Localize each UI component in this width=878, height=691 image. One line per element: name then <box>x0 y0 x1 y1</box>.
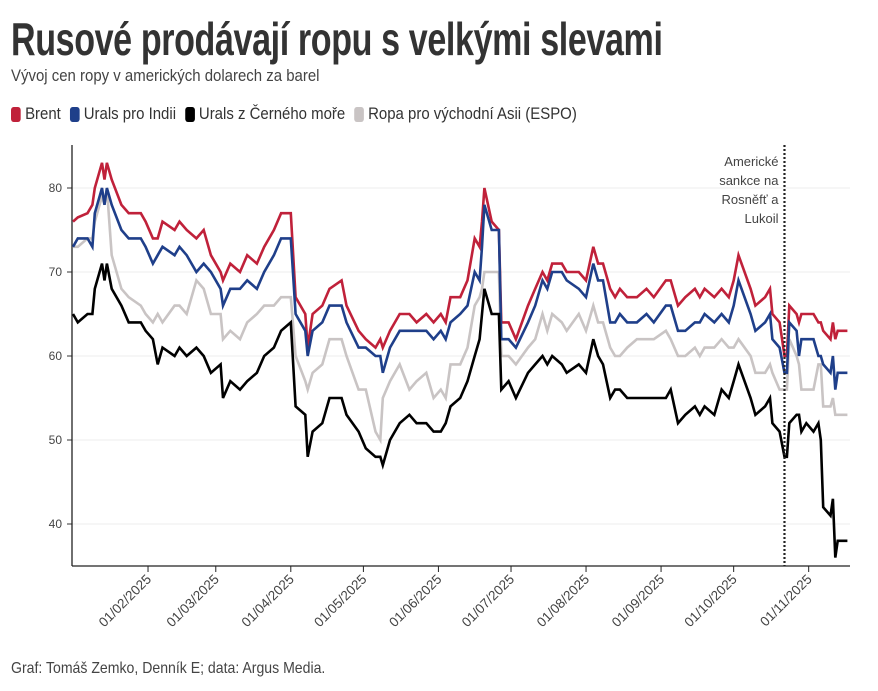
x-tick-label: 01/11/2025 <box>757 572 815 630</box>
y-tick-label: 70 <box>49 265 63 279</box>
legend-label: Ropa pro východní Asii (ESPO) <box>368 104 577 123</box>
y-tick-label: 40 <box>49 517 63 531</box>
series-line-urals-black-sea <box>71 263 848 558</box>
chart-subtitle: Vývoj cen ropy v amerických dolarech za … <box>11 66 320 85</box>
x-tick-label: 01/08/2025 <box>534 572 592 630</box>
legend-item-espo: Ropa pro východní Asii (ESPO) <box>354 104 577 124</box>
legend-swatch-espo <box>354 106 364 122</box>
source-credit: Graf: Tomáš Zemko, Denník E; data: Argus… <box>11 660 326 677</box>
x-tick-label: 01/07/2025 <box>459 572 517 630</box>
sanctions-annotation-text: sankce na <box>719 173 779 188</box>
y-tick-label: 80 <box>49 181 63 195</box>
series-line-urals-india <box>71 187 848 390</box>
sanctions-annotation-text: Americké <box>724 154 778 169</box>
x-tick-label: 01/09/2025 <box>609 572 667 630</box>
sanctions-annotation-text: Rosněfť a <box>722 192 780 207</box>
legend-item-brent: Brent <box>11 104 61 124</box>
sanctions-annotation-text: Lukoil <box>745 211 779 226</box>
legend-swatch-urals-black-sea <box>184 106 195 122</box>
y-tick-label: 50 <box>49 433 63 447</box>
legend-swatch-brent <box>11 106 21 122</box>
chart-title: Rusové prodávají ropu s velkými slevami <box>11 13 663 65</box>
x-tick-label: 01/04/2025 <box>239 572 297 630</box>
series-line-espo <box>73 187 848 445</box>
x-tick-label: 01/05/2025 <box>311 572 369 630</box>
legend-item-urals-india: Urals pro Indii <box>69 104 177 124</box>
legend-label: Urals z Černého moře <box>198 104 346 123</box>
legend-swatch-urals-india <box>69 106 80 122</box>
legend-label: Urals pro Indii <box>83 104 177 123</box>
legend-item-urals-black-sea: Urals z Černého moře <box>184 104 346 124</box>
x-tick-label: 01/03/2025 <box>164 572 222 630</box>
y-tick-label: 60 <box>49 349 63 363</box>
legend: Brent Urals pro Indii Urals z Černého mo… <box>11 104 577 124</box>
x-tick-label: 01/02/2025 <box>96 572 154 630</box>
x-tick-label: 01/06/2025 <box>386 572 444 630</box>
x-tick-label: 01/10/2025 <box>681 572 739 630</box>
legend-label: Brent <box>25 104 61 123</box>
